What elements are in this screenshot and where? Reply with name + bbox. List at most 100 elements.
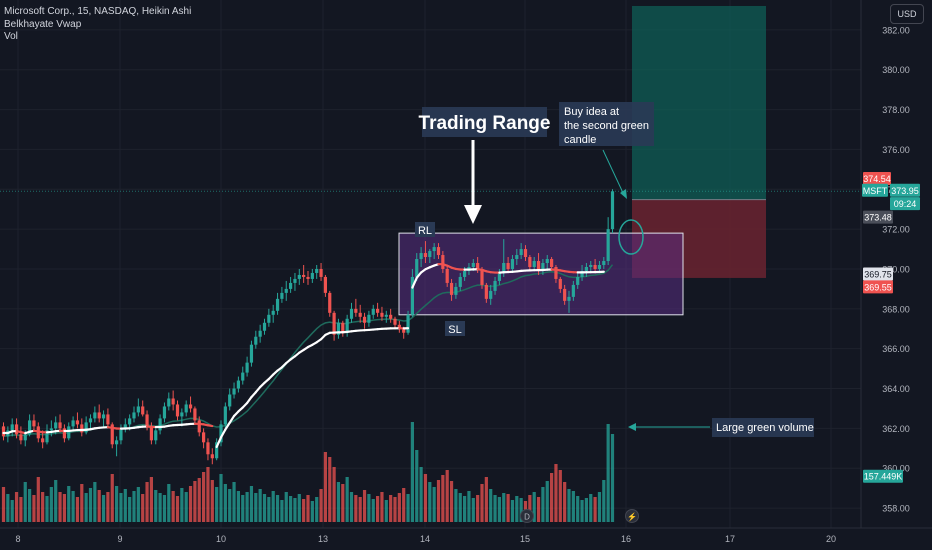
volume-bar xyxy=(441,475,445,522)
volume-bar xyxy=(545,481,549,522)
trading-range-arrow-head xyxy=(464,205,482,224)
vwap-line xyxy=(2,263,605,449)
time-axis-bg[interactable] xyxy=(0,528,932,550)
candle-body xyxy=(19,434,23,441)
candle-body xyxy=(284,288,288,293)
time-axis[interactable]: 8 9 10 13 14 15 16 17 20 xyxy=(15,534,836,544)
price-tick-label: 372.00 xyxy=(882,225,910,235)
legend-indicator-vwap[interactable]: Belkhayate Vwap xyxy=(4,18,82,30)
vwap-segment xyxy=(254,385,262,394)
volume-bar xyxy=(323,452,327,522)
volume-bar xyxy=(315,497,319,522)
volume-bar xyxy=(219,474,223,522)
candle-body xyxy=(606,229,610,262)
volume-bar xyxy=(289,496,293,522)
chart-legend[interactable]: Microsoft Corp., 15, NASDAQ, Heikin Ashi… xyxy=(4,6,191,44)
price-axis-bg[interactable] xyxy=(861,0,932,528)
candle-body xyxy=(58,422,62,429)
currency-button[interactable]: USD xyxy=(890,4,924,24)
candle-body xyxy=(597,264,602,269)
candle-body xyxy=(54,422,58,429)
volume-bar xyxy=(245,492,249,522)
volume-bar xyxy=(489,489,493,522)
price-tick-label: 378.00 xyxy=(882,105,910,115)
volume-bar xyxy=(149,477,153,522)
volume-bar xyxy=(502,493,506,522)
axis-label-ticker: MSFT xyxy=(863,186,888,196)
dividend-marker-glyph: D xyxy=(524,513,530,522)
volume-bar xyxy=(232,482,236,522)
price-tick-label: 366.00 xyxy=(882,344,910,354)
breakout-circle xyxy=(618,219,644,255)
candle-body xyxy=(49,428,53,431)
candle-body xyxy=(28,420,32,435)
volume-bar xyxy=(97,490,101,522)
trading-range-label: Trading Range xyxy=(419,113,551,134)
volume-bar xyxy=(541,487,545,522)
candle-body xyxy=(463,270,467,277)
candle-body xyxy=(449,282,454,295)
volume-bar xyxy=(132,491,136,522)
candle-body xyxy=(141,406,145,415)
volume-bar xyxy=(41,492,45,522)
annotations[interactable]: Trading Range RL SL Buy idea at the second g… xyxy=(415,102,814,523)
candle-body xyxy=(293,278,297,283)
candle-body xyxy=(397,324,401,329)
candle-body xyxy=(580,270,584,277)
volume-bar xyxy=(236,491,240,522)
candle-body xyxy=(184,404,188,413)
volume-bar xyxy=(136,487,140,522)
volume-bar xyxy=(141,494,145,522)
candle-body xyxy=(567,296,571,301)
legend-symbol[interactable]: Microsoft Corp., 15, NASDAQ, Heikin Ashi xyxy=(4,6,192,17)
volume-bar xyxy=(362,490,367,522)
volume-bar xyxy=(84,493,88,522)
candle-body xyxy=(584,266,588,271)
vwap-segment xyxy=(224,421,231,431)
candle-body xyxy=(254,336,258,345)
candle-body xyxy=(1,426,6,437)
volume-bar xyxy=(175,496,180,522)
volume-bar xyxy=(284,492,288,522)
volume-bar xyxy=(354,495,358,522)
volume-bar xyxy=(23,482,27,522)
volume-bar xyxy=(267,497,271,522)
candle-body xyxy=(384,314,388,317)
volume-bar xyxy=(432,487,436,522)
volume-bar xyxy=(14,492,19,522)
candle-body xyxy=(171,398,175,405)
candle-body xyxy=(197,420,201,433)
candle-body xyxy=(106,414,110,425)
candle-body xyxy=(32,420,36,427)
candle-body xyxy=(393,318,397,325)
volume-bar xyxy=(345,477,349,522)
volume-bar xyxy=(128,497,132,522)
candle-body xyxy=(180,412,184,417)
volume-bar xyxy=(58,492,62,522)
sl-label: SL xyxy=(448,324,461,336)
volume-bar xyxy=(67,486,71,522)
candle-body xyxy=(489,290,493,299)
legend-indicator-volume[interactable]: Vol xyxy=(4,31,18,42)
buy-idea-line3: candle xyxy=(564,134,596,146)
candle-body xyxy=(402,328,406,333)
position-zones[interactable] xyxy=(0,5,861,316)
candle-body xyxy=(454,286,458,295)
axis-label-ticker-bg xyxy=(862,183,888,197)
volume-bar xyxy=(406,494,410,522)
candle-body xyxy=(315,268,319,273)
candle-body xyxy=(571,284,575,297)
candle-body xyxy=(589,264,593,267)
candle-body xyxy=(419,253,423,260)
volume-bar xyxy=(101,495,106,522)
candle-body xyxy=(371,308,375,315)
volume-bar xyxy=(328,457,332,522)
candle-body xyxy=(236,380,240,389)
candle-body xyxy=(506,263,510,269)
axis-label-vwap-bg xyxy=(863,267,893,281)
axis-label-last: 373.95 xyxy=(891,186,919,196)
rl-label-bg xyxy=(415,222,435,237)
volume-bar xyxy=(536,497,541,522)
